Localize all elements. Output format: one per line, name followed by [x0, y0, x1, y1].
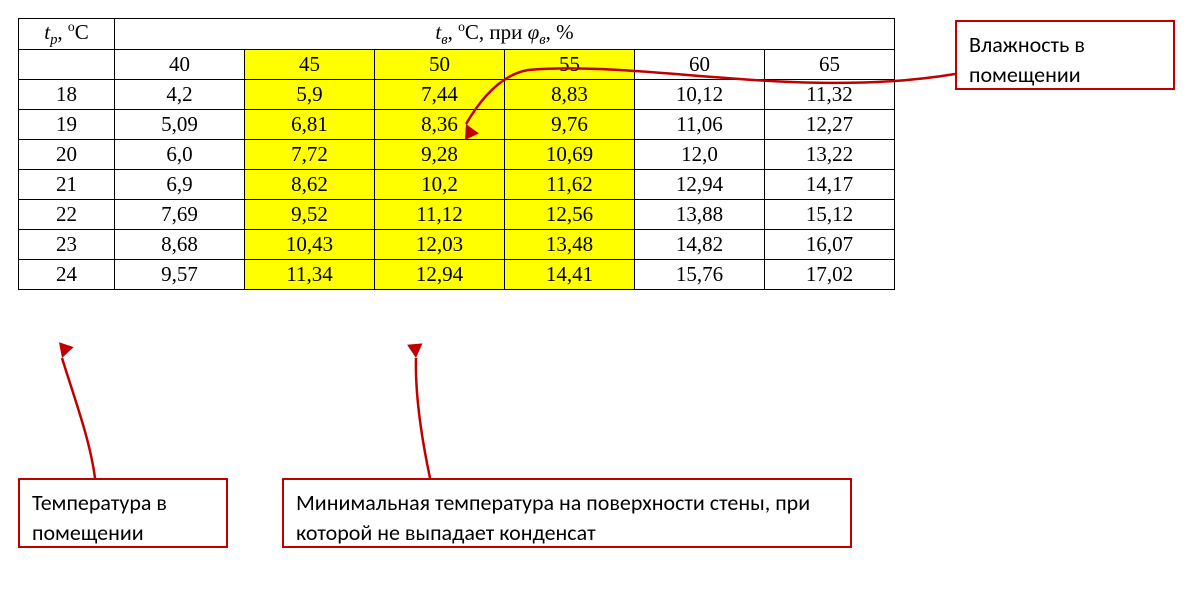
humidity-col-2: 50 [375, 50, 505, 80]
value-cell: 8,62 [245, 170, 375, 200]
value-cell: 7,72 [245, 140, 375, 170]
humidity-row-blank [19, 50, 115, 80]
humidity-col-1: 45 [245, 50, 375, 80]
value-cell: 10,2 [375, 170, 505, 200]
value-cell: 13,48 [505, 230, 635, 260]
value-cell: 13,88 [635, 200, 765, 230]
callout-temperature-text: Температура в помещении [32, 489, 167, 546]
value-cell: 10,43 [245, 230, 375, 260]
value-cell: 8,83 [505, 80, 635, 110]
value-cell: 14,82 [635, 230, 765, 260]
value-cell: 11,32 [765, 80, 895, 110]
table-row: 184,25,97,448,8310,1211,32 [19, 80, 895, 110]
value-cell: 11,62 [505, 170, 635, 200]
value-cell: 8,36 [375, 110, 505, 140]
humidity-col-0: 40 [115, 50, 245, 80]
value-cell: 9,57 [115, 260, 245, 290]
value-cell: 12,27 [765, 110, 895, 140]
value-cell: 6,0 [115, 140, 245, 170]
value-cell: 12,56 [505, 200, 635, 230]
value-cell: 11,12 [375, 200, 505, 230]
value-cell: 9,28 [375, 140, 505, 170]
humidity-row: 40 45 50 55 60 65 [19, 50, 895, 80]
value-cell: 11,34 [245, 260, 375, 290]
callout-humidity: Влажность в помещении [955, 20, 1175, 90]
value-cell: 8,68 [115, 230, 245, 260]
value-cell: 10,12 [635, 80, 765, 110]
table-body: tp, oC tв, oC, при φв, % 40 45 50 55 60 … [19, 19, 895, 290]
tp-cell: 18 [19, 80, 115, 110]
value-cell: 15,12 [765, 200, 895, 230]
tp-cell: 19 [19, 110, 115, 140]
value-cell: 14,41 [505, 260, 635, 290]
value-cell: 16,07 [765, 230, 895, 260]
tp-cell: 24 [19, 260, 115, 290]
value-cell: 6,81 [245, 110, 375, 140]
value-cell: 15,76 [635, 260, 765, 290]
humidity-col-4: 60 [635, 50, 765, 80]
value-cell: 11,06 [635, 110, 765, 140]
header-tp: tp, oC [19, 19, 115, 50]
value-cell: 17,02 [765, 260, 895, 290]
header-main: tв, oC, при φв, % [115, 19, 895, 50]
value-cell: 9,52 [245, 200, 375, 230]
table-row: 227,699,5211,1212,5613,8815,12 [19, 200, 895, 230]
tp-cell: 21 [19, 170, 115, 200]
table-row: 195,096,818,369,7611,0612,27 [19, 110, 895, 140]
humidity-col-5: 65 [765, 50, 895, 80]
value-cell: 12,94 [375, 260, 505, 290]
value-cell: 10,69 [505, 140, 635, 170]
value-cell: 12,0 [635, 140, 765, 170]
humidity-col-3: 55 [505, 50, 635, 80]
callout-minimal: Минимальная температура на поверхности с… [282, 478, 852, 548]
value-cell: 9,76 [505, 110, 635, 140]
table-row: 216,98,6210,211,6212,9414,17 [19, 170, 895, 200]
value-cell: 12,94 [635, 170, 765, 200]
dewpoint-table: tp, oC tв, oC, при φв, % 40 45 50 55 60 … [18, 18, 895, 290]
value-cell: 13,22 [765, 140, 895, 170]
value-cell: 5,9 [245, 80, 375, 110]
tp-cell: 23 [19, 230, 115, 260]
table-row: 249,5711,3412,9414,4115,7617,02 [19, 260, 895, 290]
callout-minimal-text: Минимальная температура на поверхности с… [296, 489, 810, 546]
value-cell: 14,17 [765, 170, 895, 200]
table-row: 238,6810,4312,0313,4814,8216,07 [19, 230, 895, 260]
value-cell: 12,03 [375, 230, 505, 260]
tp-cell: 20 [19, 140, 115, 170]
callout-temperature: Температура в помещении [18, 478, 228, 548]
value-cell: 6,9 [115, 170, 245, 200]
value-cell: 5,09 [115, 110, 245, 140]
callout-humidity-text: Влажность в помещении [969, 31, 1085, 88]
value-cell: 4,2 [115, 80, 245, 110]
header-row: tp, oC tв, oC, при φв, % [19, 19, 895, 50]
table-row: 206,07,729,2810,6912,013,22 [19, 140, 895, 170]
tp-cell: 22 [19, 200, 115, 230]
value-cell: 7,69 [115, 200, 245, 230]
value-cell: 7,44 [375, 80, 505, 110]
